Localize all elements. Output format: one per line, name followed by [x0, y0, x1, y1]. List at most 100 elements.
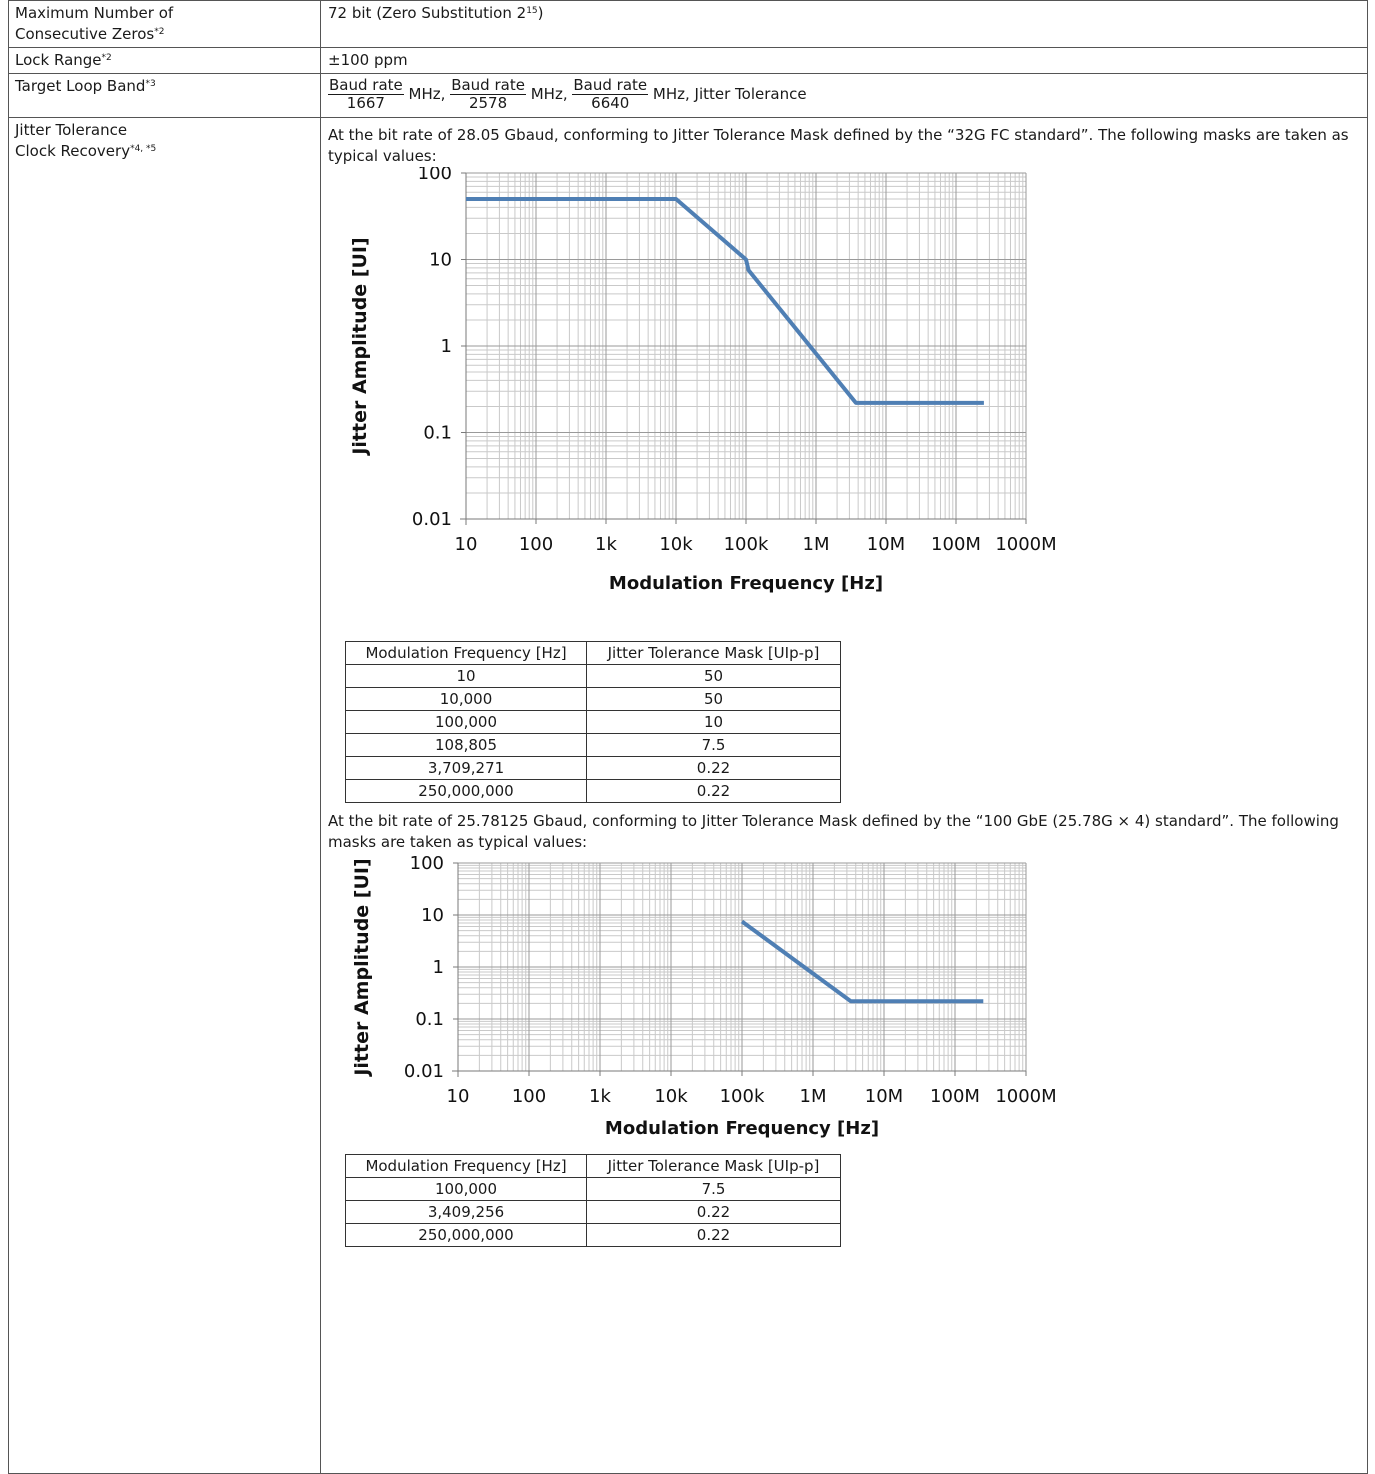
spec-row: Lock Range*2 ±100 ppm [8, 47, 1368, 74]
mask-cell: 10 [345, 664, 587, 688]
unit-text: MHz, [530, 85, 568, 103]
unit-text: MHz, Jitter Tolerance [652, 85, 807, 103]
mask-table: Modulation Frequency [Hz] Jitter Toleran… [345, 1154, 841, 1247]
mask-header-row: Modulation Frequency [Hz] Jitter Toleran… [345, 1154, 841, 1178]
mask-row: 250,000,000 0.22 [345, 1223, 841, 1247]
mask-row: 3,709,271 0.22 [345, 756, 841, 780]
mask-cell: 0.22 [586, 1200, 841, 1224]
mask-header: Modulation Frequency [Hz] [345, 1154, 587, 1178]
fraction: Baud rate 6640 [572, 76, 649, 112]
x-tick-label: 100M [930, 1086, 980, 1107]
mask-line [740, 919, 984, 1004]
mask-row: 10,000 50 [345, 687, 841, 711]
label-line: Consecutive Zeros [15, 25, 155, 43]
unit-text: MHz, [408, 85, 446, 103]
footnote-ref: *2 [101, 53, 112, 63]
mask-cell: 10 [586, 710, 841, 734]
value-text: ) [537, 4, 544, 22]
y-tick-label: 10 [421, 905, 444, 926]
value-text: 72 bit (Zero Substitution 2 [328, 4, 527, 22]
x-tick-label: 100 [519, 534, 553, 555]
fraction-denominator: 1667 [346, 94, 385, 112]
spec-value: Baud rate 1667 MHz, Baud rate 2578 MHz, Ba… [320, 73, 1368, 118]
x-tick-label: 10 [455, 534, 478, 555]
x-tick-label: 100 [512, 1086, 546, 1107]
spec-value: ±100 ppm [320, 47, 1368, 74]
mask-cell: 3,709,271 [345, 756, 587, 780]
mask-header-row: Modulation Frequency [Hz] Jitter Toleran… [345, 641, 841, 665]
mask-cell: 3,409,256 [345, 1200, 587, 1224]
mask-cell: 0.22 [586, 756, 841, 780]
x-axis-title: Modulation Frequency [Hz] [605, 1118, 879, 1139]
y-axis-title: Jitter Amplitude [UI] [349, 237, 371, 456]
mask-row: 100,000 10 [345, 710, 841, 734]
mask-cell: 108,805 [345, 733, 587, 757]
x-tick-label: 100k [720, 1086, 765, 1107]
y-tick-label: 0.1 [415, 1009, 444, 1030]
spec-value: At the bit rate of 28.05 Gbaud, conformi… [320, 117, 1368, 1474]
jitter-chart-2: 100 10 1 0.1 0.01 10 100 1k 10k 100k 1M 10M 100M 1000… [328, 853, 1360, 1154]
x-tick-label: 100k [724, 534, 769, 555]
spec-value: 72 bit (Zero Substitution 215) [320, 0, 1368, 48]
x-tick-label: 100M [931, 534, 981, 555]
y-tick-label: 100 [410, 853, 444, 874]
x-tick-label: 1M [803, 534, 830, 555]
footnote-ref: *3 [145, 79, 156, 89]
fraction-numerator: Baud rate [572, 76, 649, 95]
mask-cell: 0.22 [586, 779, 841, 803]
fraction: Baud rate 1667 [328, 77, 404, 112]
jitter-chart-1: 100 10 1 0.1 0.01 10 100 1k 10k 100k 1M 10M 100M 1000… [328, 163, 1360, 633]
mask-row: 3,409,256 0.22 [345, 1200, 841, 1224]
spec-row: Jitter Tolerance Clock Recovery*4, *5 At… [8, 117, 1368, 1474]
section-intro: At the bit rate of 28.05 Gbaud, conformi… [328, 126, 1349, 165]
label-line: Maximum Number of [15, 4, 174, 22]
mask-row: 10 50 [345, 664, 841, 688]
label-line: Jitter Tolerance [15, 121, 128, 139]
mask-cell: 250,000,000 [345, 779, 587, 803]
x-tick-label: 1M [800, 1086, 827, 1107]
y-tick-label: 1 [441, 336, 452, 357]
y-axis-title: Jitter Amplitude [UI] [351, 858, 373, 1077]
mask-cell: 250,000,000 [345, 1223, 587, 1247]
y-tick-label: 0.1 [423, 423, 452, 444]
mask-header: Jitter Tolerance Mask [UIp-p] [586, 1154, 841, 1178]
mask-cell: 10,000 [345, 687, 587, 711]
mask-row: 250,000,000 0.22 [345, 779, 841, 803]
x-tick-label: 1000M [995, 1086, 1056, 1107]
mask-cell: 0.22 [586, 1223, 841, 1247]
mask-cell: 100,000 [345, 1177, 587, 1201]
mask-line [466, 197, 984, 405]
spec-label: Lock Range*2 [8, 47, 321, 74]
x-tick-label: 10k [659, 534, 693, 555]
exponent: 15 [526, 6, 538, 16]
mask-cell: 7.5 [586, 733, 841, 757]
x-tick-label: 10M [867, 534, 905, 555]
x-axis-title: Modulation Frequency [Hz] [609, 573, 883, 594]
grid [457, 862, 1027, 1072]
mask-row: 108,805 7.5 [345, 733, 841, 757]
x-tick-label: 1k [589, 1086, 611, 1107]
footnote-ref: *2 [154, 27, 165, 37]
x-tick-label: 10M [865, 1086, 903, 1107]
label-line: Lock Range [15, 51, 102, 69]
spec-row: Maximum Number of Consecutive Zeros*2 72… [8, 0, 1368, 48]
y-tick-label: 100 [418, 167, 452, 184]
spec-label: Jitter Tolerance Clock Recovery*4, *5 [8, 117, 321, 1474]
x-tick-label: 10k [654, 1086, 688, 1107]
spec-table: Maximum Number of Consecutive Zeros*2 72… [8, 0, 1368, 1474]
mask-row: 100,000 7.5 [345, 1177, 841, 1201]
mask-header: Modulation Frequency [Hz] [345, 641, 587, 665]
mask-header: Jitter Tolerance Mask [UIp-p] [586, 641, 841, 665]
spec-label: Maximum Number of Consecutive Zeros*2 [8, 0, 321, 48]
y-tick-label: 1 [433, 957, 444, 978]
section-intro: At the bit rate of 25.78125 Gbaud, confo… [328, 812, 1339, 851]
fraction-numerator: Baud rate [328, 76, 404, 95]
y-tick-label: 10 [429, 250, 452, 271]
value-text: ±100 ppm [328, 51, 408, 69]
mask-cell: 7.5 [586, 1177, 841, 1201]
footnote-ref: *4, *5 [130, 144, 157, 154]
mask-cell: 50 [586, 664, 841, 688]
fraction-denominator: 2578 [468, 94, 508, 112]
